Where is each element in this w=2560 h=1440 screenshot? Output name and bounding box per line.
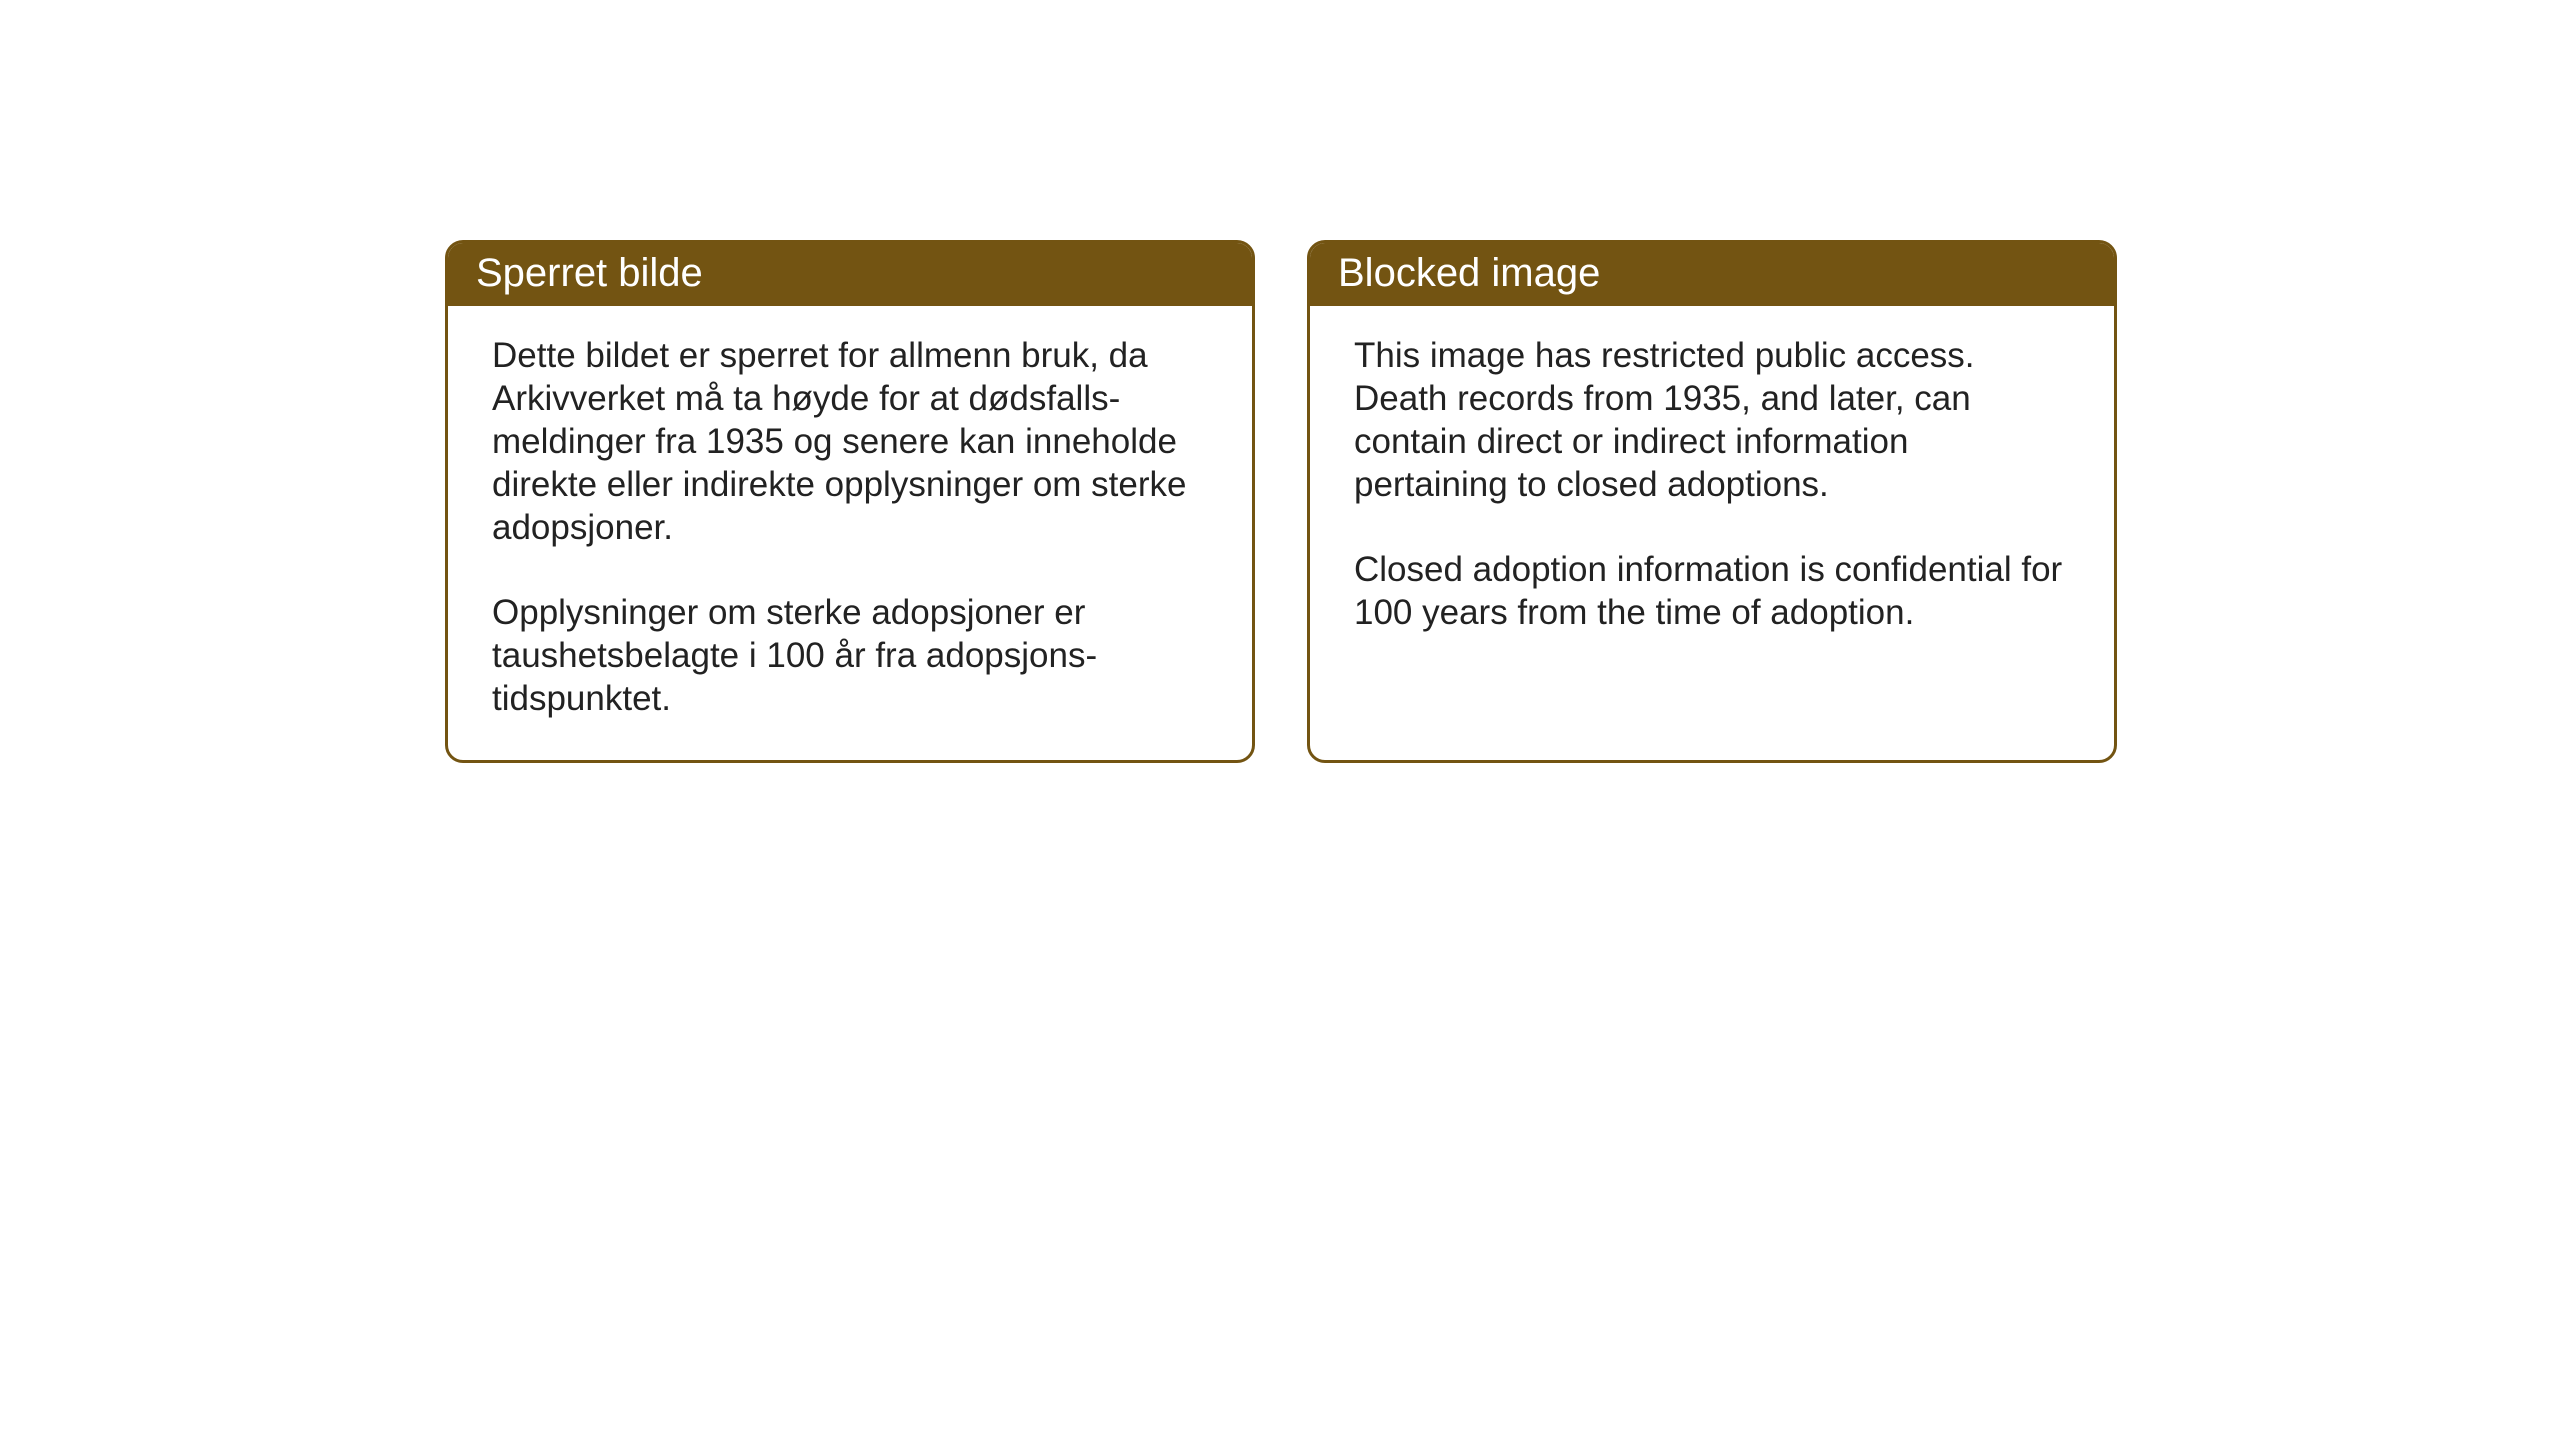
english-card-title: Blocked image bbox=[1310, 243, 2114, 306]
norwegian-card-body: Dette bildet er sperret for allmenn bruk… bbox=[448, 306, 1252, 760]
english-notice-card: Blocked image This image has restricted … bbox=[1307, 240, 2117, 763]
norwegian-card-title: Sperret bilde bbox=[448, 243, 1252, 306]
english-card-body: This image has restricted public access.… bbox=[1310, 306, 2114, 746]
notice-container: Sperret bilde Dette bildet er sperret fo… bbox=[445, 240, 2117, 763]
norwegian-paragraph-2: Opplysninger om sterke adopsjoner er tau… bbox=[492, 591, 1208, 720]
english-paragraph-1: This image has restricted public access.… bbox=[1354, 334, 2070, 506]
norwegian-paragraph-1: Dette bildet er sperret for allmenn bruk… bbox=[492, 334, 1208, 549]
norwegian-notice-card: Sperret bilde Dette bildet er sperret fo… bbox=[445, 240, 1255, 763]
english-paragraph-2: Closed adoption information is confident… bbox=[1354, 548, 2070, 634]
